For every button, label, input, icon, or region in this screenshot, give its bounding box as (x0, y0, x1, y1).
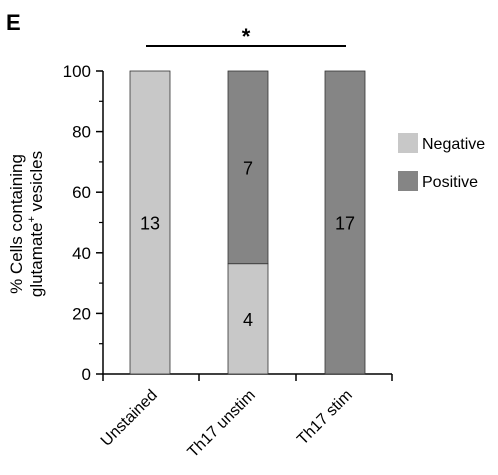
y-tick-label: 40 (72, 244, 91, 263)
legend-swatch-negative (398, 133, 418, 153)
y-tick-label: 20 (72, 304, 91, 323)
bar-count-label: 4 (243, 310, 253, 330)
legend: Negative Positive (398, 133, 485, 191)
bars: 13 4 7 17 (129, 70, 366, 375)
bar-segment-positive (227, 70, 269, 265)
bar-count-label: 7 (243, 158, 253, 178)
bar-count-label: 13 (140, 214, 160, 234)
y-tick-label: 100 (63, 62, 91, 81)
y-tick-label: 80 (72, 123, 91, 142)
panel-letter: E (6, 10, 21, 35)
legend-label-positive: Positive (422, 174, 478, 191)
bar-segment-negative (227, 263, 269, 375)
y-tick-label: 60 (72, 183, 91, 202)
x-tick-label: Unstained (98, 387, 161, 450)
x-tick-label: Th17 stim (294, 387, 356, 449)
svg-text:glutamate+ vesicles: glutamate+ vesicles (26, 151, 46, 297)
bar-count-label: 17 (335, 214, 355, 234)
y-axis-label: % Cells containing glutamate+ vesicles (7, 151, 46, 297)
legend-swatch-positive (398, 171, 418, 191)
svg-text:% Cells containing: % Cells containing (7, 154, 26, 294)
bar-segment-negative (129, 70, 171, 375)
legend-label-negative: Negative (422, 136, 485, 153)
x-tick-label: Th17 unstim (185, 387, 259, 461)
bar-segment-positive (324, 70, 366, 375)
significance-star: * (242, 24, 251, 49)
y-tick-label: 0 (82, 365, 91, 384)
